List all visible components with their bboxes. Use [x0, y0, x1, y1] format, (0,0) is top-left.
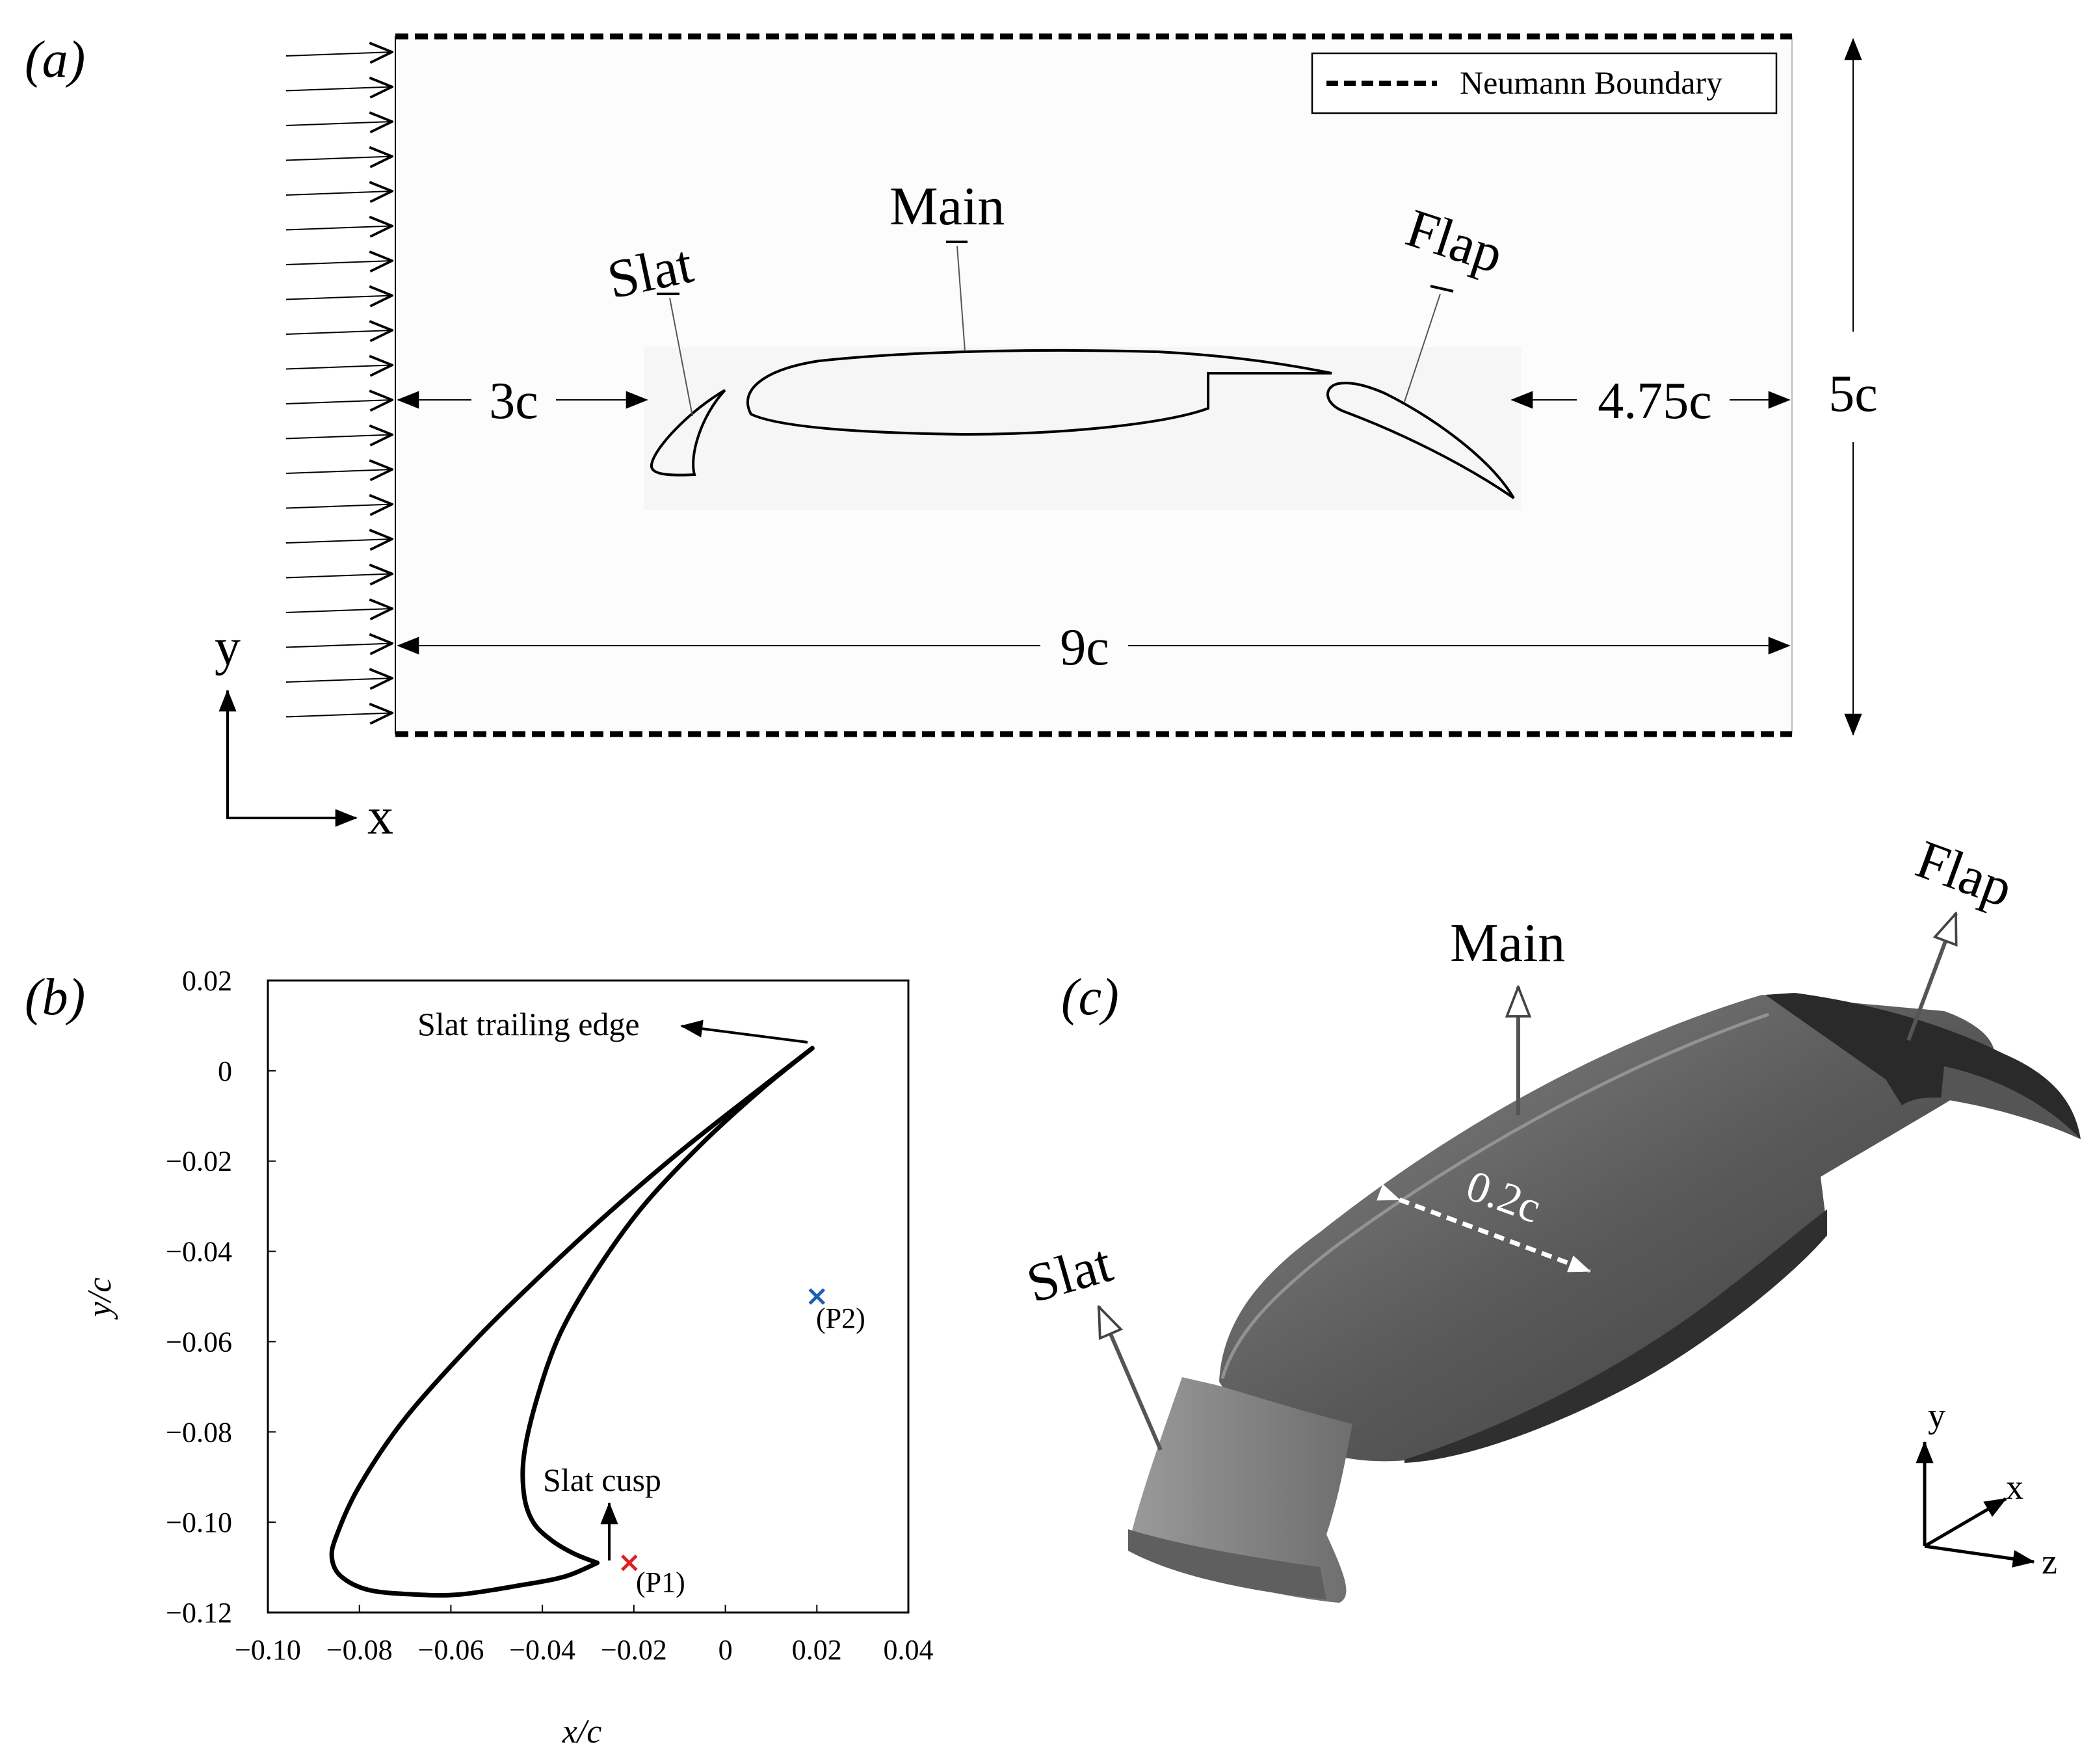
y-tick-label: −0.06 — [166, 1326, 232, 1358]
x-axis-label: x/c — [562, 1713, 602, 1750]
slat-leader-line — [669, 297, 693, 417]
x-tick-label: 0.04 — [884, 1634, 934, 1666]
trailing-edge-arrow — [680, 1020, 808, 1044]
inlet-arrow — [285, 191, 392, 195]
panel-c-label: (c) — [1061, 969, 1119, 1026]
plot-frame — [267, 979, 910, 1614]
inlet-arrow — [285, 52, 392, 56]
inlet-arrow — [285, 296, 392, 300]
inlet-arrow — [285, 644, 392, 648]
y-tick-label: −0.08 — [166, 1416, 232, 1448]
slat-element-lower-face — [1128, 1529, 1326, 1599]
main-element — [746, 349, 1332, 436]
slat-pointer-arrow — [1097, 1307, 1163, 1451]
x-tick-label: −0.04 — [509, 1634, 575, 1666]
main-leader-line — [956, 245, 966, 352]
x-tick-label: −0.06 — [418, 1634, 484, 1666]
flap-label-tick — [1430, 285, 1454, 293]
probe-points — [621, 1288, 826, 1572]
panel-b-label: (b) — [25, 969, 85, 1026]
panel-a: (a) Neumann Boundary Slat Main — [25, 31, 1878, 845]
flap-element-trailing-surface — [1941, 1066, 2081, 1139]
trailing-edge-label: Slat trailing edge — [417, 1006, 640, 1042]
inlet-flow-arrows — [285, 52, 392, 717]
y-axis-label: y/c — [81, 1278, 118, 1321]
x-tick-label: −0.02 — [601, 1634, 667, 1666]
height-dimension: 5c — [1828, 38, 1878, 736]
cusp-annotation: Slat cusp — [543, 1462, 661, 1560]
inlet-arrow — [285, 505, 392, 508]
panel-a-label: (a) — [25, 31, 85, 88]
main-label-group: Main — [889, 176, 1005, 352]
main-label: Main — [889, 176, 1005, 237]
inlet-arrow — [285, 469, 392, 473]
flap-label-3d: Flap — [1908, 829, 2020, 919]
slat-profile — [329, 1046, 815, 1598]
panel-b: (b) −0.10 −0.08 −0.06 −0.04 −0.02 0 0.02 0.04 0.… — [25, 965, 934, 1750]
inlet-arrow — [285, 226, 392, 230]
downstream-dimension: 4.75c — [1510, 373, 1791, 430]
inlet-arrow — [285, 87, 392, 91]
axis-ticks: −0.10 −0.08 −0.06 −0.04 −0.02 0 0.02 0.04 0.02 0 −… — [166, 965, 933, 1666]
x-tick-label: 0 — [718, 1634, 733, 1666]
inlet-arrow — [285, 365, 392, 369]
y-tick-label: 0.02 — [182, 965, 232, 997]
inlet-arrow — [285, 261, 392, 265]
main-element-3d — [1219, 995, 1995, 1462]
inlet-arrow — [285, 539, 392, 543]
panel-a-y-axis-label: y — [215, 619, 241, 676]
y-tick-label: −0.04 — [166, 1236, 232, 1268]
p2-label: (P2) — [816, 1302, 865, 1334]
panel-c: (c) 0.2c Main Flap Slat y x z — [1020, 829, 2081, 1603]
panel-c-x-axis-label: x — [2006, 1468, 2023, 1507]
trailing-edge-annotation: Slat trailing edge — [417, 1006, 808, 1044]
y-tick-label: 0 — [218, 1055, 232, 1087]
p1-label: (P1) — [636, 1566, 685, 1598]
inlet-arrow — [285, 400, 392, 404]
x-tick-label: −0.08 — [326, 1634, 393, 1666]
panel-c-y-axis-label: y — [1928, 1396, 1945, 1435]
inlet-arrow — [285, 122, 392, 125]
span-dimension-line — [1376, 1183, 1591, 1274]
height-dimension-label: 5c — [1828, 365, 1878, 423]
p1-marker — [621, 1554, 638, 1572]
slat-outer-surface-line — [329, 1046, 815, 1598]
downstream-dimension-label: 4.75c — [1598, 373, 1712, 430]
cusp-label: Slat cusp — [543, 1462, 661, 1498]
slat-inner-surface-line — [520, 1046, 815, 1566]
slat-label-3d: Slat — [1020, 1233, 1118, 1314]
panel-a-x-axis-label: x — [367, 788, 393, 845]
x-tick-label: −0.10 — [235, 1634, 301, 1666]
flap-pointer-arrow — [1906, 914, 1958, 1042]
inlet-arrow — [285, 330, 392, 334]
p2-marker — [808, 1288, 826, 1305]
panel-c-z-axis-arrow — [1924, 1544, 2035, 1568]
inlet-arrow — [285, 609, 392, 612]
panel-c-x-axis-arrow — [1923, 1497, 2007, 1548]
legend-label: Neumann Boundary — [1460, 64, 1722, 101]
panel-c-axes: y x z — [1916, 1396, 2057, 1581]
slat-element — [650, 389, 726, 477]
panel-c-z-axis-label: z — [2042, 1542, 2057, 1581]
upstream-dimension-label: 3c — [489, 373, 538, 430]
inlet-arrow — [285, 157, 392, 161]
length-dimension-label: 9c — [1060, 619, 1109, 676]
legend: Neumann Boundary — [1311, 52, 1778, 114]
inlet-arrow — [285, 574, 392, 578]
panel-a-axes: y x — [215, 619, 393, 845]
y-tick-label: −0.10 — [166, 1507, 232, 1538]
inlet-arrow — [285, 713, 392, 717]
inlet-arrow — [285, 435, 392, 439]
main-label-3d: Main — [1450, 913, 1565, 973]
inlet-arrow — [285, 678, 392, 682]
length-dimension: 9c — [397, 619, 1791, 676]
y-tick-label: −0.02 — [166, 1146, 232, 1178]
flap-element — [1326, 382, 1515, 499]
upstream-dimension: 3c — [397, 373, 648, 430]
y-tick-label: −0.12 — [166, 1597, 232, 1629]
flap-leader-line — [1404, 293, 1441, 402]
x-tick-label: 0.02 — [792, 1634, 842, 1666]
